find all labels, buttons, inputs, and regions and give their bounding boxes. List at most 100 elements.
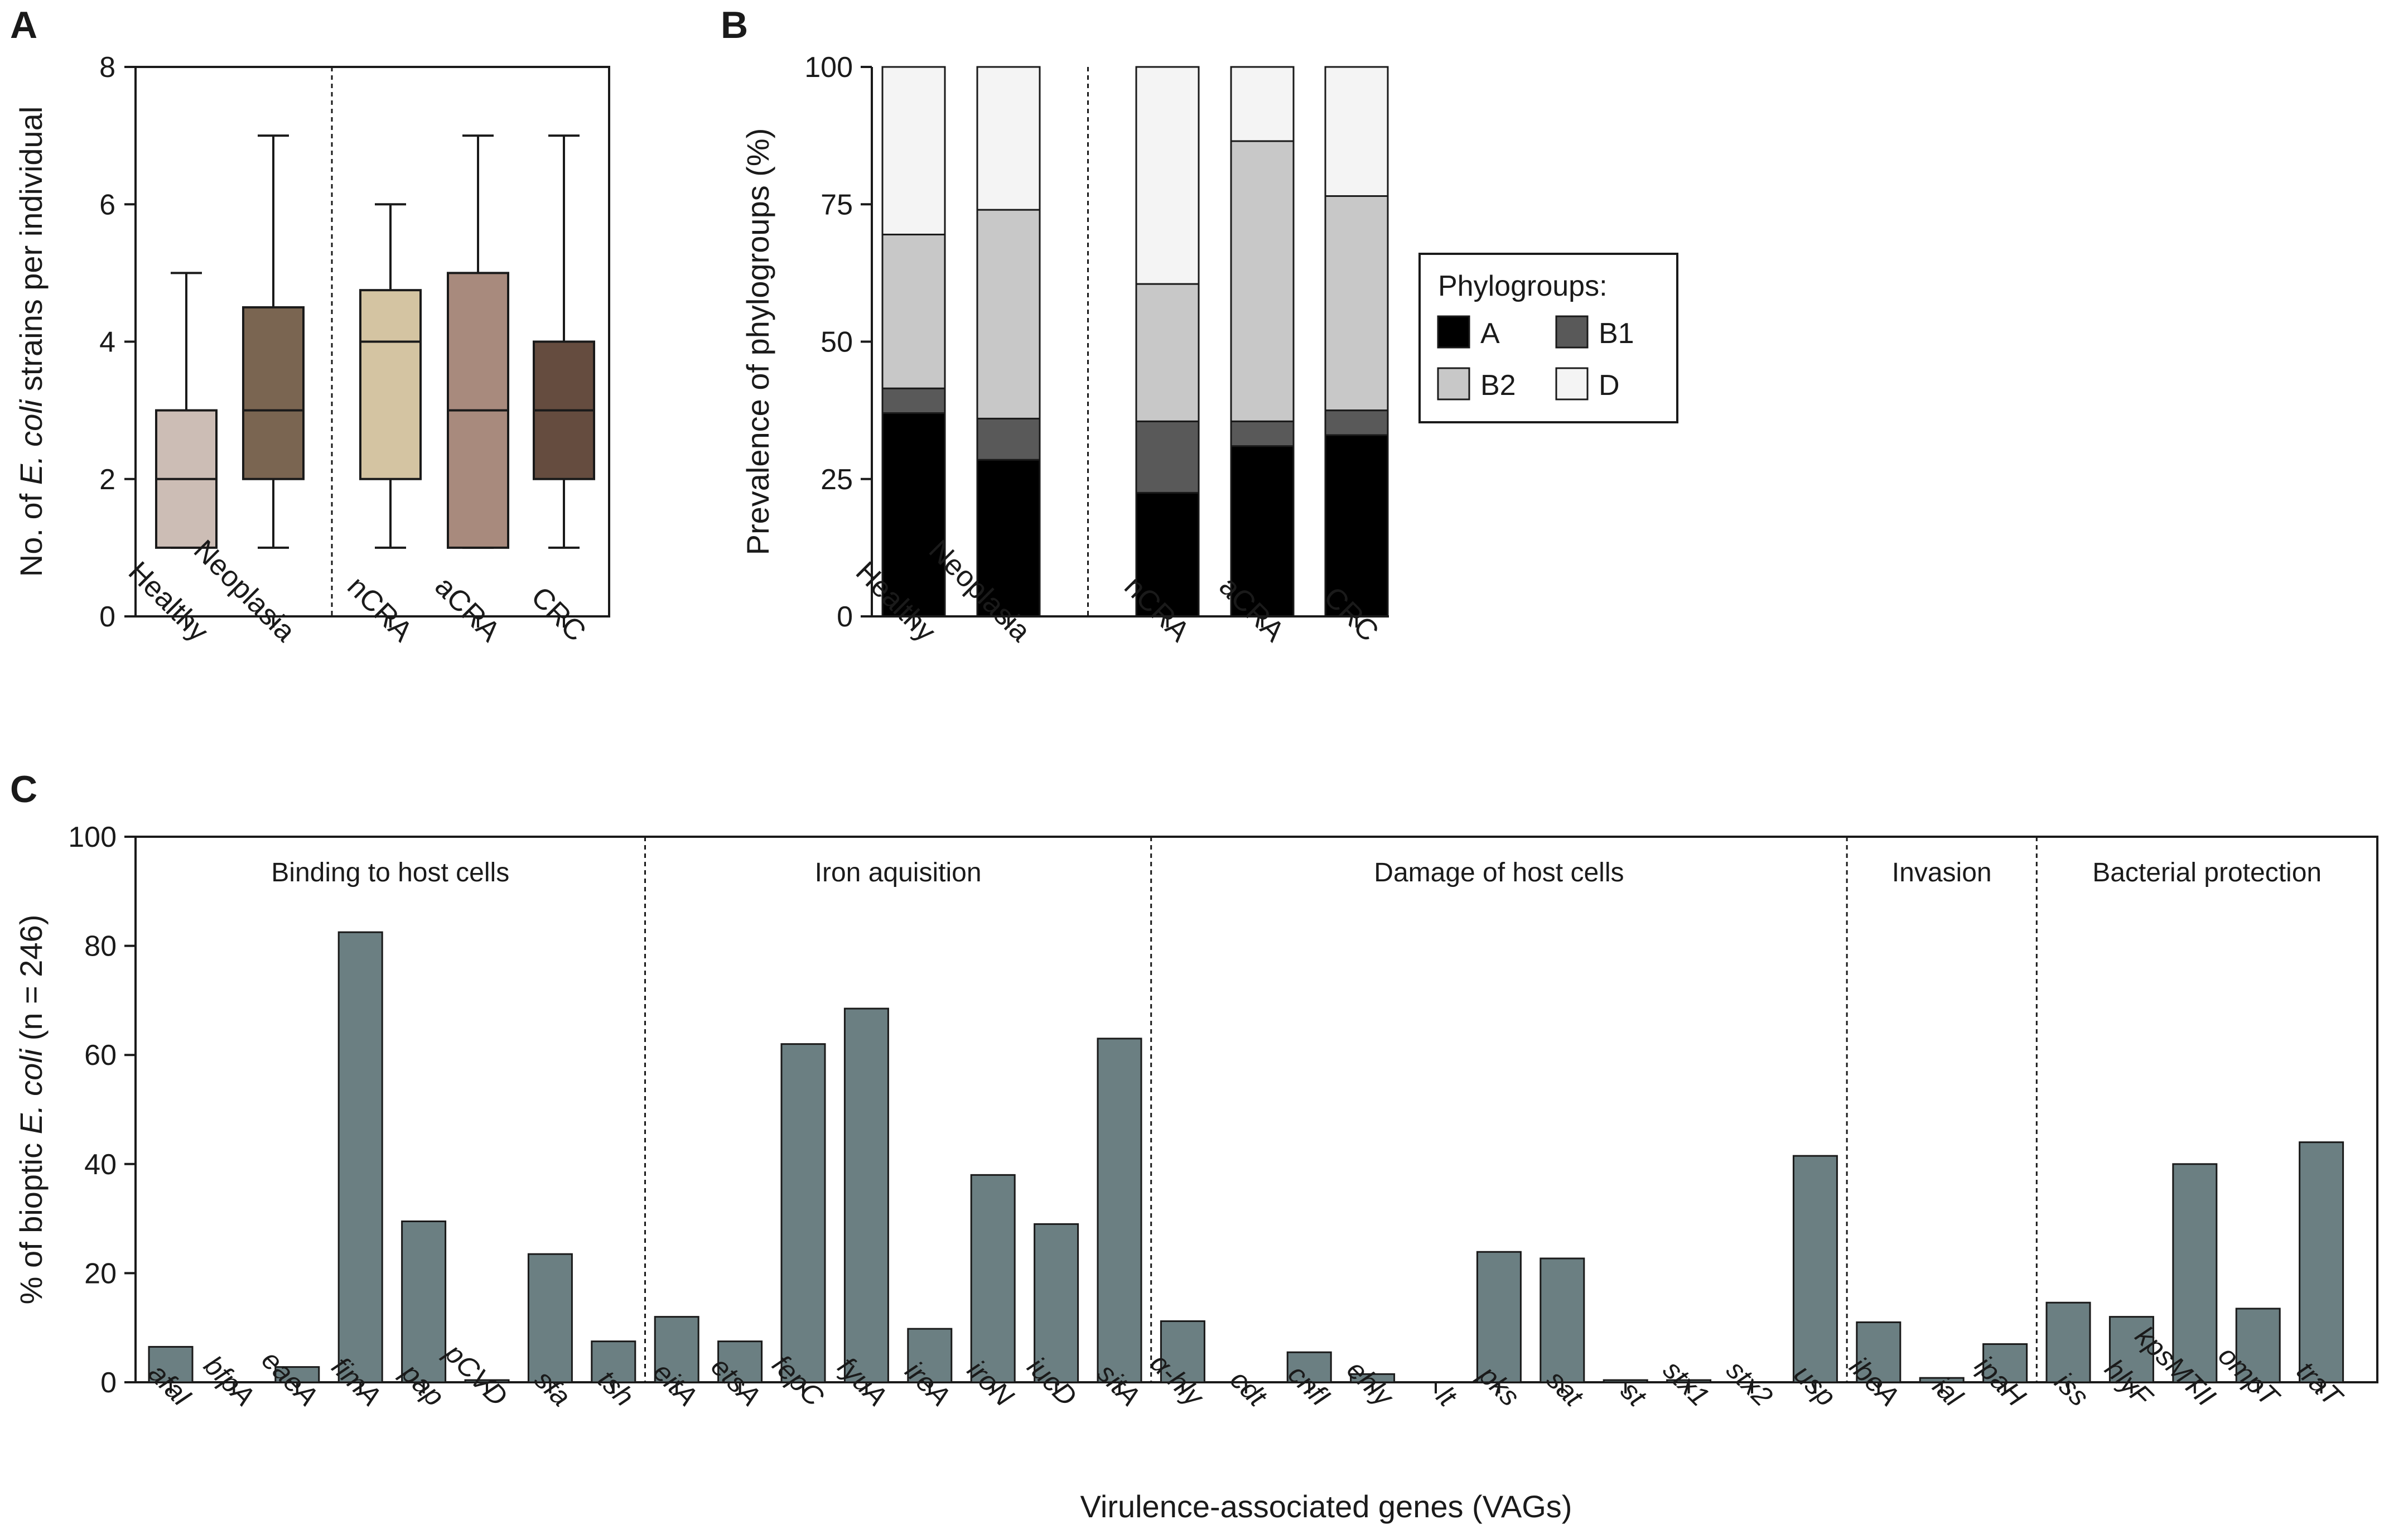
x-category-label: CRC (525, 581, 592, 648)
bar-trat (2299, 1141, 2344, 1383)
legend-swatch-b1 (1555, 315, 1589, 349)
bar-pap (401, 1220, 447, 1383)
legend-label-b2: B2 (1480, 369, 1516, 402)
x-axis-title: Virulence-associated genes (VAGs) (1080, 1489, 1572, 1524)
bar-ipah (1982, 1343, 2028, 1383)
legend-swatch-a (1437, 315, 1470, 349)
bar-pks (1476, 1251, 1522, 1383)
x-gene-label: cdt (1224, 1364, 1273, 1413)
y-tick-label: 25 (821, 464, 853, 496)
bar-hlyf (2108, 1316, 2154, 1383)
bar-segment-d (1230, 66, 1295, 142)
bar-segment-b1 (1230, 420, 1295, 447)
bar-segment-a (1324, 434, 1389, 618)
x-category-label: nCRA (341, 570, 418, 648)
gene-group-label: Bacterial protection (2092, 858, 2322, 887)
bar-segment-b1 (976, 417, 1041, 461)
y-axis-title-text: No. of (13, 485, 49, 577)
panel-c-bar-chart: 0 20 40 60 80 100 Binding to host cells Iron aq… (13, 821, 2378, 1524)
legend-title: Phylogroups: (1438, 270, 1608, 302)
bar-sfa (527, 1253, 573, 1383)
gene-group-label: Damage of host cells (1374, 858, 1624, 887)
bar-segment-b1 (881, 387, 946, 414)
bar-segment-a (1135, 491, 1200, 618)
x-gene-label: ehly (1341, 1354, 1401, 1414)
bar-sat (1540, 1257, 1585, 1383)
bar-etsa (717, 1340, 763, 1383)
x-gene-label: stx1 (1657, 1354, 1715, 1412)
y-axis-title: No. of E. coli strains per individual (13, 107, 49, 577)
bar-segment-d (1135, 66, 1200, 285)
x-gene-label: bfpA (198, 1349, 260, 1412)
bar-sita (1097, 1038, 1142, 1383)
y-tick-label: 50 (821, 326, 853, 359)
y-tick-label: 2 (99, 464, 115, 496)
bar-segment-d (881, 66, 946, 235)
y-axis-title-species: E. coli (13, 1048, 49, 1134)
y-tick-label: 20 (84, 1257, 117, 1290)
gene-group-label: Binding to host cells (271, 858, 509, 887)
legend-swatch-d (1555, 367, 1589, 401)
bar-iron (970, 1174, 1016, 1383)
box (359, 289, 422, 480)
y-tick-label: 0 (100, 1367, 117, 1399)
panel-letter-a: A (10, 4, 37, 46)
bar-fepc (780, 1043, 826, 1383)
bar-usp (1792, 1155, 1838, 1383)
legend-label-d: D (1599, 369, 1620, 402)
x-gene-label: stx2 (1720, 1354, 1779, 1412)
y-tick-label: 100 (804, 51, 853, 84)
bar-segment-d (1324, 66, 1389, 197)
bar-tsh (591, 1340, 636, 1383)
bar-hly (1160, 1320, 1205, 1383)
y-tick-label: 40 (84, 1149, 117, 1181)
x-category-label: aCRA (428, 570, 506, 648)
legend-label-b1: B1 (1599, 317, 1634, 350)
bar-segment-b1 (1135, 420, 1200, 494)
bar-segment-b2 (1324, 195, 1389, 412)
bar-segment-d (976, 66, 1041, 211)
bar-segment-a (881, 412, 946, 618)
x-gene-label: pCVD (438, 1337, 513, 1412)
bar-segment-b2 (881, 233, 946, 389)
bar-kpsmtii (2172, 1163, 2218, 1383)
bar-segment-a (976, 459, 1041, 618)
panel-letter-b: B (721, 4, 748, 46)
panel-letter-c: C (10, 768, 37, 811)
bar-segment-b1 (1324, 409, 1389, 436)
legend: Phylogroups: A B1 B2 D (1418, 253, 1678, 423)
y-tick-label: 4 (99, 326, 115, 359)
y-axis-title-text: strains per individual (13, 107, 49, 400)
bar-eaea (274, 1366, 320, 1383)
x-gene-label: ial (1927, 1371, 1969, 1413)
bar-segment-b2 (1135, 283, 1200, 422)
legend-swatch-b2 (1437, 367, 1470, 401)
y-axis-title: Prevalence of phylogroups (%) (740, 128, 775, 556)
y-tick-label: 80 (84, 930, 117, 963)
legend-label-a: A (1480, 317, 1500, 350)
y-tick-label: 8 (99, 51, 115, 84)
gene-group-label: Iron aquisition (815, 858, 982, 887)
bar-afai (148, 1345, 194, 1383)
panel-c-plot-frame (134, 836, 2378, 1383)
bar-ibea (1856, 1321, 1902, 1383)
bar-segment-b2 (1230, 140, 1295, 422)
y-tick-label: 75 (821, 189, 853, 221)
box (242, 306, 305, 480)
bar-ompt (2235, 1308, 2281, 1383)
y-tick-label: 0 (837, 601, 853, 633)
y-tick-label: 6 (99, 189, 115, 221)
bar-iss (2045, 1301, 2091, 1383)
y-tick-label: 60 (84, 1039, 117, 1072)
y-tick-label: 0 (99, 601, 115, 633)
gene-group-label: Invasion (1892, 858, 1992, 887)
bar-fyua (843, 1007, 889, 1383)
y-tick-label: 100 (68, 821, 117, 853)
y-axis-title: % of bioptic E. coli (n = 246) (13, 915, 49, 1305)
bar-segment-b2 (976, 209, 1041, 419)
y-axis-title-text: (n = 246) (13, 915, 49, 1049)
y-axis-title-text: % of bioptic (13, 1134, 49, 1304)
